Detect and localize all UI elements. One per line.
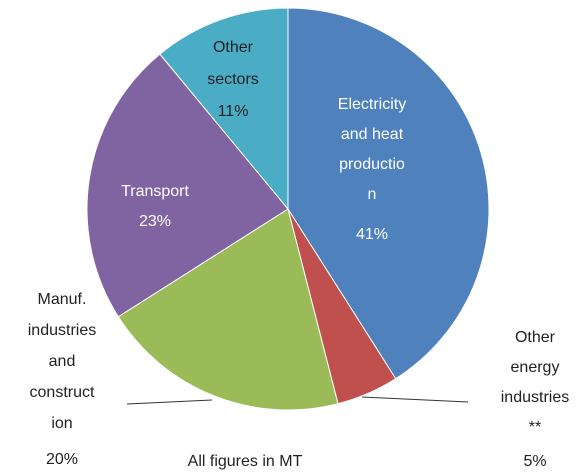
slice-label: and heat [341,126,404,143]
slice-label: industries [501,389,569,406]
slice-label: construct [30,384,95,401]
pie-slice [117,208,339,411]
pie-slice [287,7,490,380]
slice-label: Manuf. [38,291,87,308]
value-label: 11% [218,103,249,120]
slice-label: ion [51,415,72,432]
value-label: 23% [139,213,171,230]
slice-label: productio [339,156,405,173]
pie-slice [159,7,289,211]
slice-label: Transport [121,183,189,200]
leader-line [126,399,213,405]
pie-slice [86,53,289,318]
leader-line [361,396,469,403]
value-label: 5% [523,453,546,470]
footnote: All figures in MT [188,453,303,470]
slice-label: ** [529,419,541,436]
slice-label: n [368,186,377,203]
slice-label: Other [515,329,556,346]
value-label: 20% [46,451,78,468]
slice-label: Electricity [338,96,406,113]
slice-label: and [49,353,76,370]
slice-label: energy [511,359,560,376]
value-label: 41% [356,226,388,243]
slice-label: industries [28,322,96,339]
slice-label: sectors [207,71,259,88]
slice-label: Other [213,39,254,56]
